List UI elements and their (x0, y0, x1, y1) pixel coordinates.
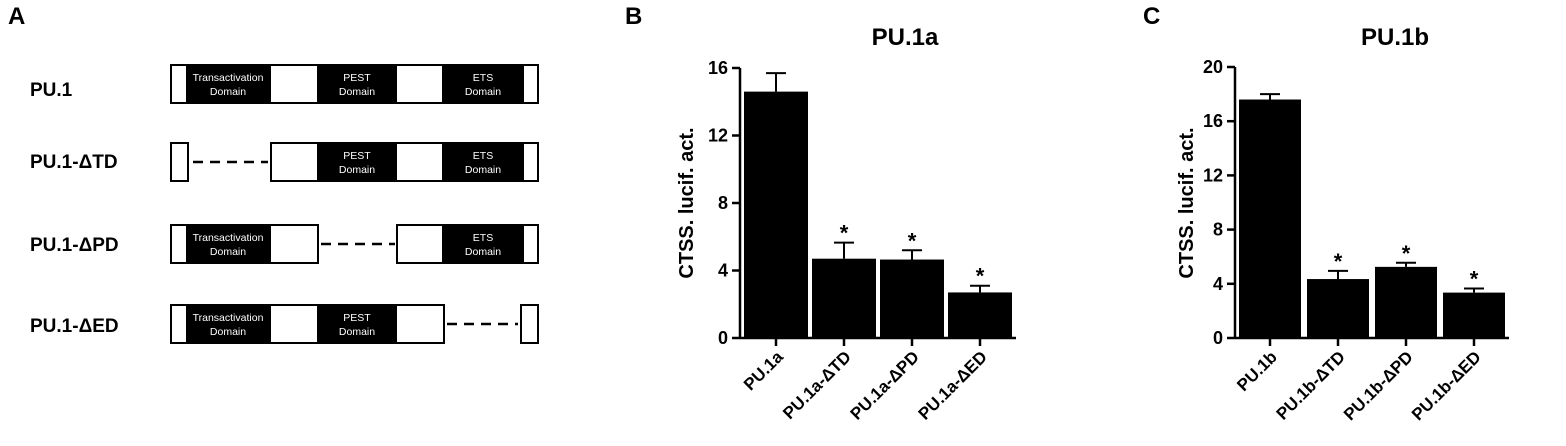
domain-label: ETS (473, 150, 493, 162)
ets-domain-block (442, 225, 524, 263)
y-tick-label: 16 (708, 58, 728, 78)
domain-label: ETS (473, 72, 493, 84)
bar (1239, 99, 1301, 339)
chart-title: PU.1a (872, 24, 939, 51)
x-tick-label: PU.1b-ΔPD (1340, 347, 1417, 424)
domain-label: Transactivation (193, 312, 264, 324)
construct-label: PU.1-ΔTD (30, 152, 118, 173)
domain-label: Domain (465, 246, 501, 258)
x-tick-label: PU.1b-ΔTD (1273, 347, 1349, 423)
y-tick-label: 20 (1203, 57, 1223, 77)
y-tick-label: 16 (1203, 111, 1223, 131)
significance-marker: * (1334, 249, 1343, 274)
construct-schematic: PU.1 Transactivation Domain PEST Domain … (30, 64, 539, 344)
domain-label: Domain (339, 86, 375, 98)
pest-domain-block (317, 65, 397, 103)
pest-domain-block (317, 143, 397, 181)
bar (812, 258, 876, 338)
domain-label: Domain (339, 326, 375, 338)
domain-label: Domain (339, 164, 375, 176)
bar (1443, 292, 1505, 338)
x-tick-label: PU.1b (1233, 347, 1281, 395)
y-tick-label: 4 (718, 261, 728, 281)
domain-label: PEST (343, 72, 371, 84)
domain-label: Domain (210, 246, 246, 258)
x-tick-label: PU.1a-ΔED (915, 347, 991, 423)
pest-domain-block (317, 305, 397, 343)
y-tick-label: 8 (718, 193, 728, 213)
significance-marker: * (840, 221, 849, 246)
y-axis-label: CTSS. lucif. act. (1176, 127, 1198, 278)
construct-row-delta-td: PU.1-ΔTD PEST Domain ETS Domain (30, 142, 539, 182)
significance-marker: * (908, 228, 917, 253)
bar (880, 259, 944, 338)
construct-row-delta-pd: PU.1-ΔPD Transactivation Domain ETS Doma… (30, 224, 539, 264)
transactivation-domain-block (186, 65, 271, 103)
domain-label: ETS (473, 232, 493, 244)
domain-label: PEST (343, 150, 371, 162)
domain-label: Domain (465, 86, 501, 98)
bar (1375, 266, 1437, 338)
bar-chart-pu1a: PU.1a CTSS. lucif. act. 0 4 8 12 16 PU.1a * PU.1a… (676, 24, 1016, 424)
panel-letter-b: B (625, 3, 642, 30)
domain-label: Transactivation (193, 72, 264, 84)
bar (948, 292, 1012, 338)
x-tick-label: PU.1a (740, 347, 787, 394)
y-tick-label: 12 (708, 126, 728, 146)
x-tick-label: PU.1b-ΔED (1408, 347, 1485, 424)
domain-label: Transactivation (193, 232, 264, 244)
significance-marker: * (976, 264, 985, 289)
construct-label: PU.1-ΔED (30, 316, 119, 337)
construct-label: PU.1-ΔPD (30, 235, 119, 256)
bar (744, 91, 808, 338)
x-tick-label: PU.1a-ΔPD (847, 347, 923, 423)
domain-label: Domain (210, 86, 246, 98)
domain-label: PEST (343, 312, 371, 324)
significance-marker: * (1470, 267, 1479, 292)
transactivation-domain-block (186, 225, 271, 263)
construct-label: PU.1 (30, 80, 73, 101)
significance-marker: * (1402, 241, 1411, 266)
domain-label: Domain (465, 164, 501, 176)
panel-letter-a: A (8, 3, 25, 30)
construct-row-pu1: PU.1 Transactivation Domain PEST Domain … (30, 64, 539, 104)
y-tick-label: 4 (1213, 274, 1223, 294)
ets-domain-block (442, 143, 524, 181)
transactivation-domain-block (186, 305, 271, 343)
c-terminal-stub (520, 304, 539, 344)
ets-domain-block (442, 65, 524, 103)
y-tick-label: 0 (1213, 328, 1223, 348)
y-tick-label: 8 (1213, 220, 1223, 240)
domain-label: Domain (210, 326, 246, 338)
chart-title: PU.1b (1361, 24, 1429, 51)
bar (1307, 279, 1369, 338)
y-tick-label: 0 (718, 328, 728, 348)
y-tick-label: 12 (1203, 165, 1223, 185)
n-terminal-stub (170, 142, 189, 182)
panel-letter-c: C (1143, 3, 1160, 30)
x-tick-label: PU.1a-ΔTD (779, 347, 855, 423)
construct-row-delta-ed: PU.1-ΔED Transactivation Domain PEST Dom… (30, 304, 539, 344)
y-axis-label: CTSS. lucif. act. (676, 127, 698, 278)
bar-chart-pu1b: PU.1b CTSS. lucif. act. 0 4 8 12 16 20 PU.1b * PU.… (1176, 24, 1509, 424)
